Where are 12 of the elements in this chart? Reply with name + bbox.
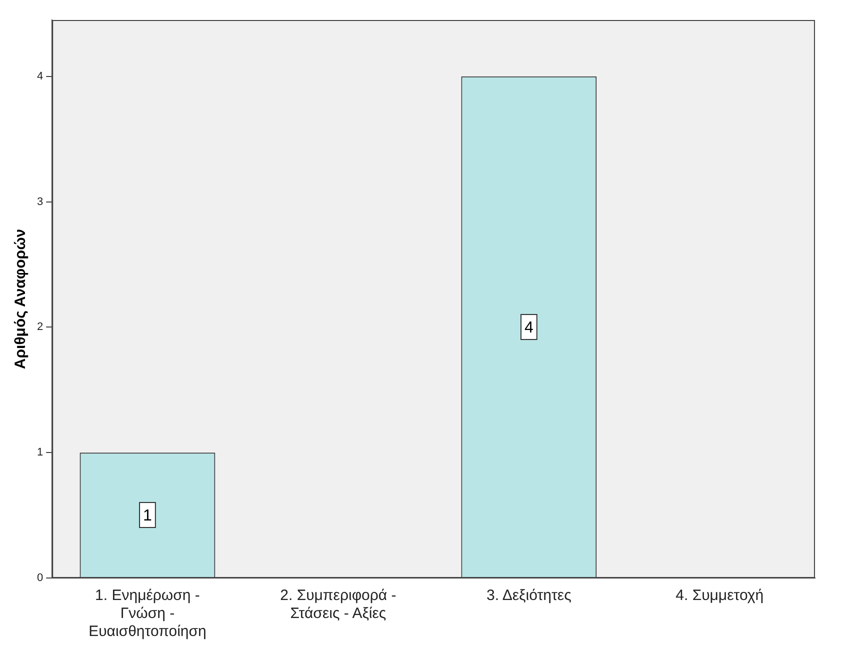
y-tick-label: 0 <box>36 572 44 584</box>
y-axis-title: Αριθμός Αναφορών <box>12 228 30 370</box>
y-tick-label: 4 <box>36 70 44 82</box>
y-tick-label: 1 <box>36 446 44 459</box>
x-tick-label: 3. Δεξιότητες <box>486 587 572 604</box>
x-tick-label: 2. Συμπεριφορά - Στάσεις - Αξίες <box>280 587 396 622</box>
x-tick-label: 4. Συμμετοχή <box>676 587 764 604</box>
y-tick-label: 3 <box>36 196 44 208</box>
y-tick-label: 2 <box>36 321 44 334</box>
data-label: 1 <box>143 507 152 524</box>
x-tick-label: 1. Ενημέρωση - Γνώση - Ευαισθητοποίηση <box>88 587 206 640</box>
data-label: 4 <box>524 319 534 336</box>
